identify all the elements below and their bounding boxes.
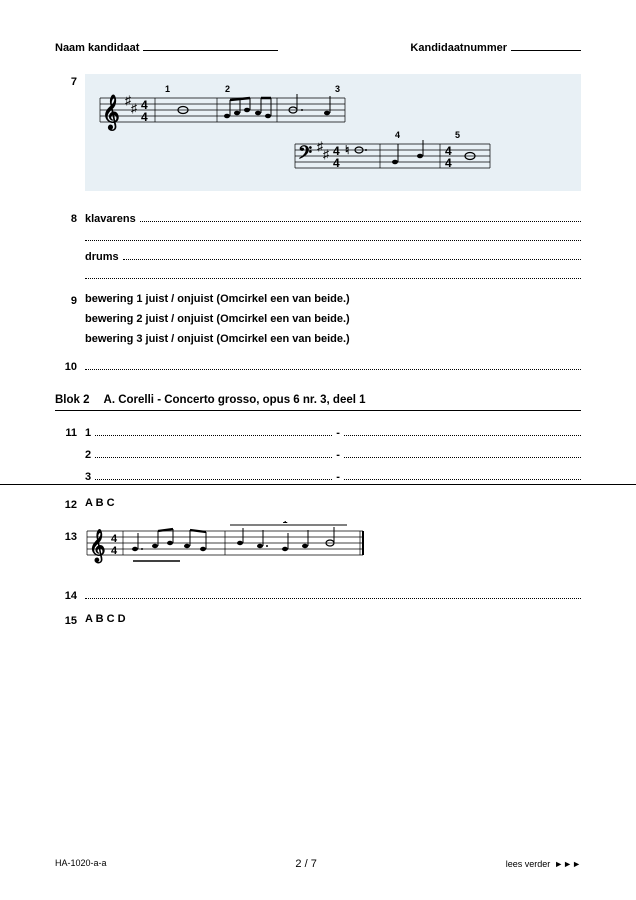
number-underline[interactable] [511, 40, 581, 51]
qnum-8: 8 [55, 211, 85, 225]
name-underline[interactable] [143, 40, 278, 51]
block-label: Blok 2 [55, 394, 90, 406]
qnum-14: 14 [55, 588, 85, 602]
header-row: Naam kandidaat Kandidaatnummer [55, 40, 581, 54]
qnum-9: 9 [55, 293, 85, 307]
q11-row1: 1 [85, 427, 91, 439]
m3-notes [289, 94, 330, 115]
meas-5: 5 [455, 130, 460, 140]
q11-row2: 2 [85, 449, 91, 461]
number-label: Kandidaatnummer [410, 42, 507, 54]
q8-drums: drums [85, 251, 119, 263]
q11-row3: 3 [85, 471, 91, 483]
dotted-seg[interactable] [344, 447, 581, 458]
question-10: 10 [55, 359, 581, 378]
name-label: Naam kandidaat [55, 42, 139, 54]
treble-clef-icon: 𝄞 [102, 94, 120, 132]
q15-options: A B C D [85, 613, 126, 625]
question-7: 7 1 2 3 4 5 [55, 74, 581, 205]
svg-text:4: 4 [111, 533, 118, 545]
bass-ts-bot: 4 [333, 156, 340, 170]
q8-klavarens: klavarens [85, 213, 136, 225]
block-title-text: A. Corelli - Concerto grosso, opus 6 nr.… [104, 394, 366, 406]
q12-options: A B C [85, 497, 115, 509]
question-15: 15 A B C D [55, 613, 581, 627]
bracket-label: 1 [282, 521, 287, 525]
meas-1: 1 [165, 84, 170, 94]
qnum-10: 10 [55, 359, 85, 373]
dash: - [336, 449, 340, 461]
timesig-bot: 4 [141, 110, 148, 124]
dash: - [336, 427, 340, 439]
number-field: Kandidaatnummer [410, 40, 581, 54]
footer-right-text: lees verder [506, 859, 551, 869]
sharp2: ♯ [131, 101, 137, 115]
bass-ts2-bot: 4 [445, 156, 452, 170]
footer-right: lees verder ►►► [506, 858, 581, 870]
page-footer: HA-1020-a-a 2 / 7 lees verder ►►► [55, 858, 581, 870]
question-8: 8 klavarens drums [55, 211, 581, 287]
footer-page-number: 2 / 7 [295, 858, 316, 870]
dotted-line[interactable] [85, 230, 581, 241]
question-14: 14 [55, 588, 581, 607]
svg-text:4: 4 [111, 545, 118, 557]
full-width-rule [0, 484, 636, 485]
dotted-seg[interactable] [95, 425, 332, 436]
dotted-line[interactable] [140, 211, 581, 222]
m2-notes [224, 98, 271, 118]
arrow-icon: ►►► [554, 859, 581, 869]
dotted-line[interactable] [85, 359, 581, 370]
dotted-seg[interactable] [344, 425, 581, 436]
music-box-q13: 𝄞 4 4 1 [85, 521, 581, 568]
question-12: 12 A B C [55, 497, 581, 511]
footer-left: HA-1020-a-a [55, 858, 107, 870]
music-notation-q13: 𝄞 4 4 1 [85, 521, 365, 565]
bass-sharp2: ♯ [323, 147, 329, 161]
bewering-2: bewering 2 juist / onjuist (Omcirkel een… [85, 313, 581, 325]
question-9: 9 bewering 1 juist / onjuist (Omcirkel e… [55, 293, 581, 353]
meas-2: 2 [225, 84, 230, 94]
dotted-line[interactable] [123, 249, 581, 260]
meas-3: 3 [335, 84, 340, 94]
qnum-13: 13 [55, 517, 85, 543]
qnum-7: 7 [55, 74, 85, 88]
dash: - [336, 471, 340, 483]
dotted-seg[interactable] [344, 469, 581, 480]
meas-4: 4 [395, 130, 400, 140]
question-11: 11 1 - 2 - 3 - [55, 425, 581, 491]
bewering-1: bewering 1 juist / onjuist (Omcirkel een… [85, 293, 581, 305]
qnum-12: 12 [55, 497, 85, 511]
dotted-seg[interactable] [95, 447, 332, 458]
bewering-3: bewering 3 juist / onjuist (Omcirkel een… [85, 333, 581, 345]
music-box-q7: 1 2 3 4 5 [85, 74, 581, 191]
question-13: 13 𝄞 4 4 [55, 517, 581, 578]
dotted-line[interactable] [85, 268, 581, 279]
natural-icon: ♮ [345, 143, 349, 157]
bass-m5 [392, 140, 423, 164]
block-2-title-row: Blok 2 A. Corelli - Concerto grosso, opu… [55, 394, 581, 411]
music-notation-q7: 1 2 3 4 5 [95, 82, 495, 182]
qnum-11: 11 [55, 425, 85, 439]
treble-clef-icon: 𝄞 [89, 529, 106, 564]
dotted-seg[interactable] [95, 469, 332, 480]
qnum-15: 15 [55, 613, 85, 627]
dotted-line[interactable] [85, 588, 581, 599]
name-field: Naam kandidaat [55, 40, 278, 54]
bass-clef-icon: 𝄢 [298, 142, 313, 167]
